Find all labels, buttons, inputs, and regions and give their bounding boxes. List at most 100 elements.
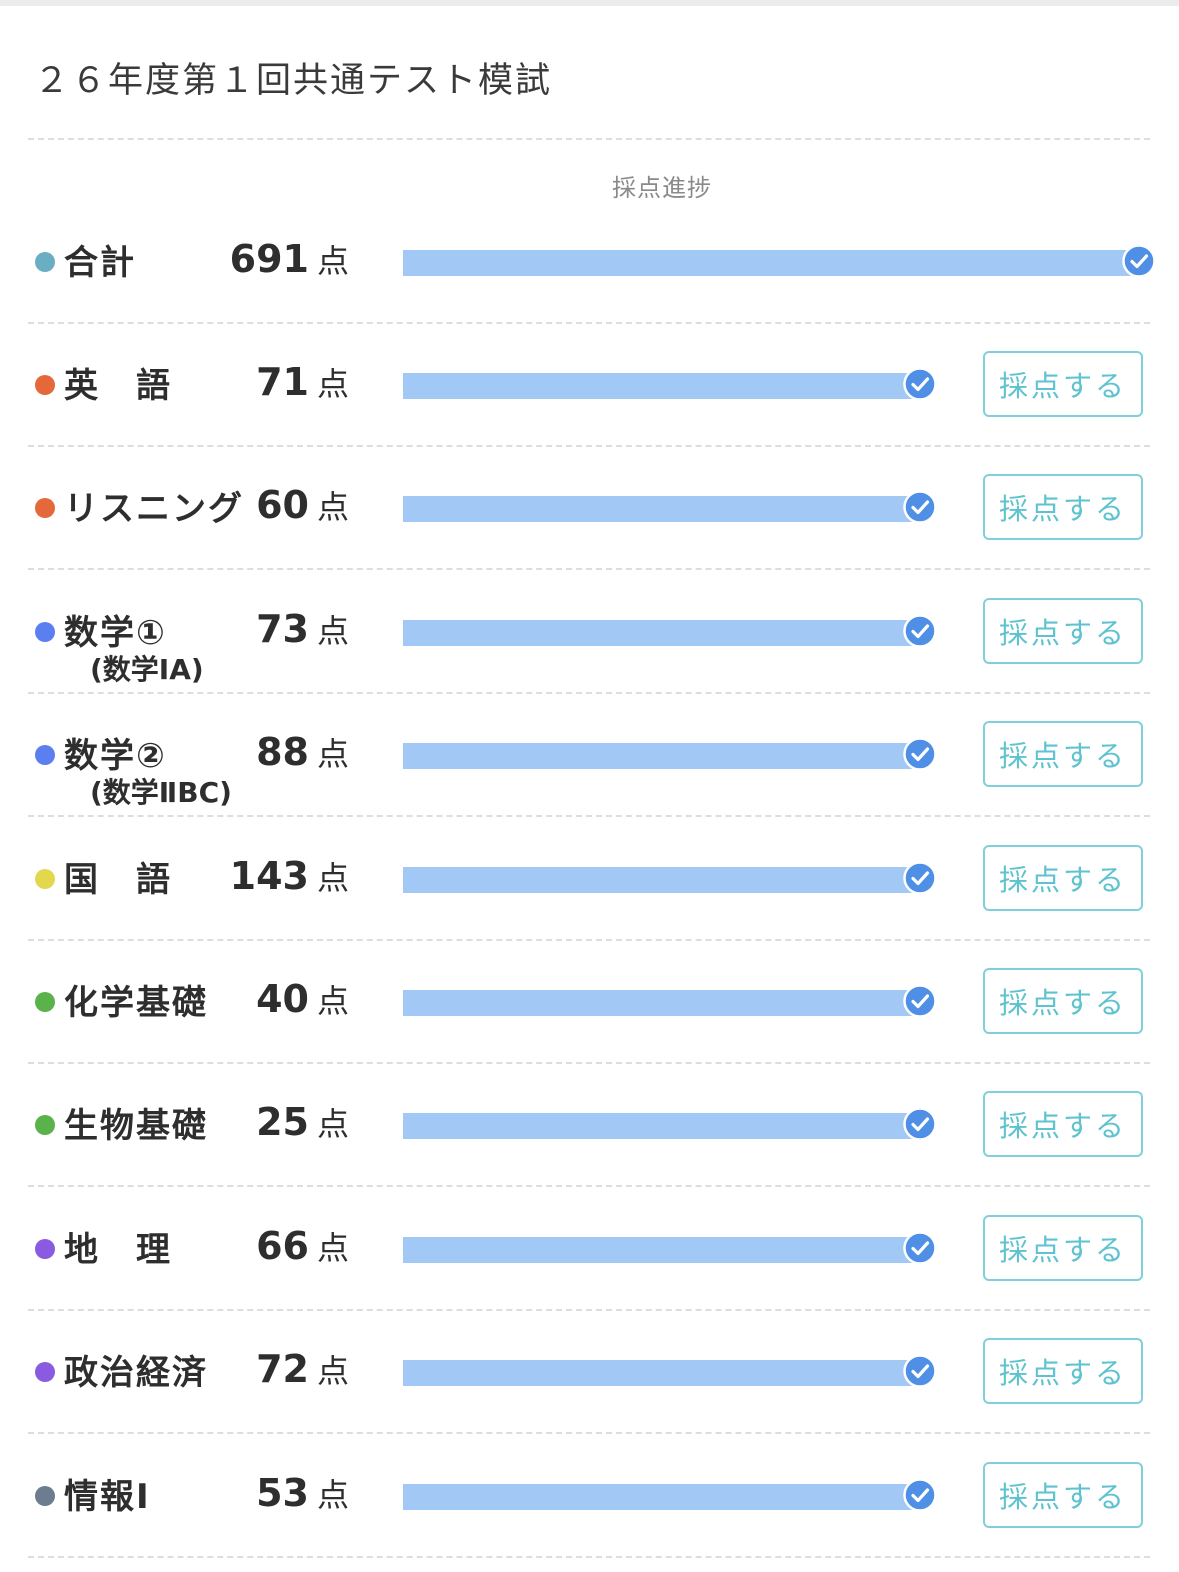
score-value: 53 bbox=[256, 1471, 309, 1515]
top-border bbox=[0, 0, 1179, 6]
divider bbox=[28, 1556, 1150, 1558]
progress-header: 採点進捗 bbox=[612, 168, 712, 203]
grade-button[interactable]: 採点する bbox=[983, 845, 1143, 911]
score-value: 691 bbox=[230, 237, 309, 281]
subject-row: リスニング 60 点 採点する bbox=[0, 446, 1179, 569]
subject-row: 地 理 66 点 採点する bbox=[0, 1187, 1179, 1310]
subject-subtitle: (数学ⅡBC) bbox=[90, 771, 232, 811]
score-unit: 点 bbox=[317, 488, 349, 526]
score: 691 点 bbox=[230, 236, 349, 282]
grade-button[interactable]: 採点する bbox=[983, 1091, 1143, 1157]
subject-name: 数学② bbox=[64, 728, 167, 777]
score: 72 点 bbox=[256, 1346, 349, 1392]
score-value: 71 bbox=[256, 360, 309, 404]
subject-row: 国 語 143 点 採点する bbox=[0, 817, 1179, 940]
check-icon bbox=[903, 1354, 937, 1388]
subject-color-dot bbox=[35, 252, 55, 272]
score-unit: 点 bbox=[317, 612, 349, 650]
score: 88 点 bbox=[256, 729, 349, 775]
subject-name: 化学基礎 bbox=[64, 975, 208, 1024]
check-icon bbox=[903, 614, 937, 648]
progress-bar bbox=[403, 620, 920, 646]
subject-color-dot bbox=[35, 745, 55, 765]
subject-name: 政治経済 bbox=[64, 1345, 208, 1394]
grade-button[interactable]: 採点する bbox=[983, 1215, 1143, 1281]
progress-bar bbox=[403, 373, 920, 399]
subject-name: 国 語 bbox=[64, 852, 172, 901]
grade-button[interactable]: 採点する bbox=[983, 474, 1143, 540]
score-value: 73 bbox=[256, 607, 309, 651]
progress-bar bbox=[403, 1360, 920, 1386]
subject-row: 情報Ⅰ 53 点 採点する bbox=[0, 1434, 1179, 1557]
score: 143 点 bbox=[230, 853, 349, 899]
subject-row: 英 語 71 点 採点する bbox=[0, 323, 1179, 446]
subject-color-dot bbox=[35, 1362, 55, 1382]
subject-subtitle: (数学ⅠA) bbox=[90, 648, 204, 688]
subject-name: 地 理 bbox=[64, 1222, 172, 1271]
score-value: 25 bbox=[256, 1100, 309, 1144]
subject-row: 政治経済 72 点 採点する bbox=[0, 1310, 1179, 1433]
check-icon bbox=[903, 1107, 937, 1141]
progress-bar bbox=[403, 496, 920, 522]
check-icon bbox=[903, 861, 937, 895]
progress-bar bbox=[403, 1113, 920, 1139]
subject-name: リスニング bbox=[64, 481, 244, 530]
subject-name: 情報Ⅰ bbox=[64, 1469, 151, 1518]
subject-name: 英 語 bbox=[64, 358, 172, 407]
grade-button[interactable]: 採点する bbox=[983, 721, 1143, 787]
grade-button[interactable]: 採点する bbox=[983, 1338, 1143, 1404]
subject-color-dot bbox=[35, 869, 55, 889]
score: 73 点 bbox=[256, 606, 349, 652]
progress-bar bbox=[403, 1237, 920, 1263]
subject-color-dot bbox=[35, 375, 55, 395]
score-unit: 点 bbox=[317, 1352, 349, 1390]
grade-button[interactable]: 採点する bbox=[983, 351, 1143, 417]
subject-row: 数学① (数学ⅠA) 73 点 採点する bbox=[0, 570, 1179, 693]
subject-color-dot bbox=[35, 1239, 55, 1259]
score-unit: 点 bbox=[317, 735, 349, 773]
subject-color-dot bbox=[35, 992, 55, 1012]
score-unit: 点 bbox=[317, 365, 349, 403]
progress-bar bbox=[403, 867, 920, 893]
page-title: ２６年度第１回共通テスト模試 bbox=[34, 52, 552, 103]
score: 25 点 bbox=[256, 1099, 349, 1145]
check-icon bbox=[1122, 244, 1156, 278]
grade-button[interactable]: 採点する bbox=[983, 968, 1143, 1034]
score-unit: 点 bbox=[317, 982, 349, 1020]
score-unit: 点 bbox=[317, 242, 349, 280]
score-unit: 点 bbox=[317, 1229, 349, 1267]
score: 71 点 bbox=[256, 359, 349, 405]
score-value: 143 bbox=[230, 854, 309, 898]
score-unit: 点 bbox=[317, 1105, 349, 1143]
check-icon bbox=[903, 490, 937, 524]
total-row: 合計 691 点 bbox=[0, 200, 1179, 323]
progress-bar bbox=[403, 250, 1139, 276]
score-value: 72 bbox=[256, 1347, 309, 1391]
check-icon bbox=[903, 1478, 937, 1512]
score-value: 60 bbox=[256, 483, 309, 527]
score-unit: 点 bbox=[317, 859, 349, 897]
subject-row: 化学基礎 40 点 採点する bbox=[0, 940, 1179, 1063]
progress-bar bbox=[403, 990, 920, 1016]
subject-name: 合計 bbox=[64, 235, 136, 284]
divider bbox=[28, 138, 1150, 140]
score-value: 40 bbox=[256, 977, 309, 1021]
check-icon bbox=[903, 737, 937, 771]
score: 60 点 bbox=[256, 482, 349, 528]
progress-bar bbox=[403, 743, 920, 769]
subject-color-dot bbox=[35, 1115, 55, 1135]
check-icon bbox=[903, 984, 937, 1018]
subject-color-dot bbox=[35, 498, 55, 518]
grade-button[interactable]: 採点する bbox=[983, 598, 1143, 664]
grade-button[interactable]: 採点する bbox=[983, 1462, 1143, 1528]
score-value: 88 bbox=[256, 730, 309, 774]
score: 53 点 bbox=[256, 1470, 349, 1516]
subject-name: 数学① bbox=[64, 605, 167, 654]
score: 40 点 bbox=[256, 976, 349, 1022]
subject-color-dot bbox=[35, 1486, 55, 1506]
subject-row: 生物基礎 25 点 採点する bbox=[0, 1063, 1179, 1186]
score-unit: 点 bbox=[317, 1476, 349, 1514]
score-value: 66 bbox=[256, 1224, 309, 1268]
subject-row: 数学② (数学ⅡBC) 88 点 採点する bbox=[0, 693, 1179, 816]
check-icon bbox=[903, 1231, 937, 1265]
